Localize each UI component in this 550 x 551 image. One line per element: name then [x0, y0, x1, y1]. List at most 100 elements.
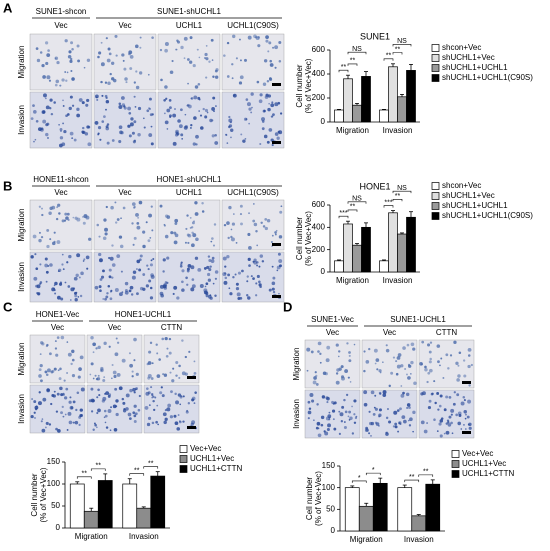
- cell: [187, 264, 192, 268]
- cell: [39, 231, 41, 234]
- cell: [175, 374, 178, 377]
- y-tick-label: 600: [312, 200, 326, 209]
- cell: [434, 401, 437, 405]
- cell: [159, 284, 164, 289]
- cell: [390, 371, 394, 375]
- cell: [133, 404, 137, 408]
- cell: [148, 107, 151, 111]
- cell: [131, 275, 136, 280]
- cell: [254, 36, 258, 39]
- cell: [450, 421, 453, 425]
- cell: [104, 421, 107, 424]
- cell: [279, 112, 283, 115]
- cell: [374, 362, 377, 365]
- cell: [118, 105, 123, 110]
- cell: [33, 411, 36, 414]
- cell: [135, 388, 137, 390]
- cell: [172, 113, 177, 118]
- cell: [436, 392, 440, 395]
- cell: [452, 402, 456, 406]
- cell: [125, 393, 130, 398]
- significance-label: **: [134, 468, 140, 475]
- cell: [84, 132, 89, 136]
- cell: [230, 235, 233, 239]
- cell: [146, 387, 149, 390]
- cell: [341, 376, 345, 381]
- cell: [402, 346, 406, 350]
- cell: [266, 80, 270, 83]
- cell: [267, 107, 271, 112]
- legend-swatch: [431, 202, 440, 210]
- cell: [108, 268, 112, 272]
- cell: [60, 393, 64, 397]
- cell: [122, 206, 126, 210]
- cell: [54, 57, 57, 60]
- bar: [379, 109, 389, 123]
- cell: [70, 287, 75, 292]
- significance-bracket: [347, 209, 358, 212]
- cell: [115, 54, 118, 57]
- cell: [375, 422, 380, 426]
- cell: [38, 205, 41, 208]
- cell: [56, 240, 61, 244]
- cell: [157, 423, 160, 426]
- cell: [105, 295, 109, 299]
- cell: [396, 364, 401, 369]
- cell: [86, 267, 89, 270]
- cell: [190, 265, 195, 270]
- cell: [343, 426, 347, 430]
- cell: [122, 409, 127, 413]
- cell: [408, 424, 412, 427]
- cell: [238, 38, 241, 41]
- y-tick-label: 0: [56, 523, 61, 532]
- cell: [106, 141, 110, 145]
- cell: [196, 48, 199, 51]
- cell: [58, 123, 60, 126]
- cell: [214, 270, 219, 274]
- cell: [175, 48, 177, 51]
- cell: [443, 432, 446, 435]
- cell: [456, 393, 460, 397]
- bar: [406, 70, 416, 123]
- cell: [97, 125, 102, 130]
- cell: [394, 422, 398, 426]
- cell: [335, 372, 339, 375]
- cell: [107, 47, 111, 51]
- cell: [309, 393, 314, 398]
- micrograph: [93, 33, 157, 91]
- cell: [225, 134, 228, 137]
- cell: [428, 350, 432, 354]
- cell: [276, 136, 280, 140]
- cell: [147, 361, 152, 365]
- y-axis-label: Cell number: [305, 477, 314, 520]
- cell: [159, 204, 163, 208]
- cell: [34, 408, 38, 411]
- cell: [106, 58, 111, 63]
- cell: [125, 81, 128, 84]
- cell: [44, 370, 48, 374]
- cell: [148, 350, 152, 354]
- cell: [246, 280, 249, 283]
- cell: [252, 260, 255, 263]
- cell: [69, 299, 72, 301]
- cell: [468, 426, 472, 430]
- cell: [274, 45, 279, 50]
- cell: [194, 212, 199, 216]
- significance-label: *: [372, 467, 375, 474]
- cell: [308, 407, 312, 411]
- cell: [34, 253, 37, 256]
- panel-letter: D: [283, 299, 292, 314]
- cell: [224, 276, 228, 280]
- cell: [189, 60, 193, 64]
- cell: [422, 391, 426, 396]
- cell: [166, 347, 169, 350]
- cell: [88, 237, 92, 241]
- cell: [447, 423, 452, 427]
- cell: [164, 120, 169, 125]
- cell: [55, 353, 59, 357]
- scale-bar: [462, 381, 471, 384]
- cell: [139, 71, 143, 75]
- cell: [82, 221, 86, 225]
- cell: [256, 244, 259, 247]
- cell: [115, 412, 119, 417]
